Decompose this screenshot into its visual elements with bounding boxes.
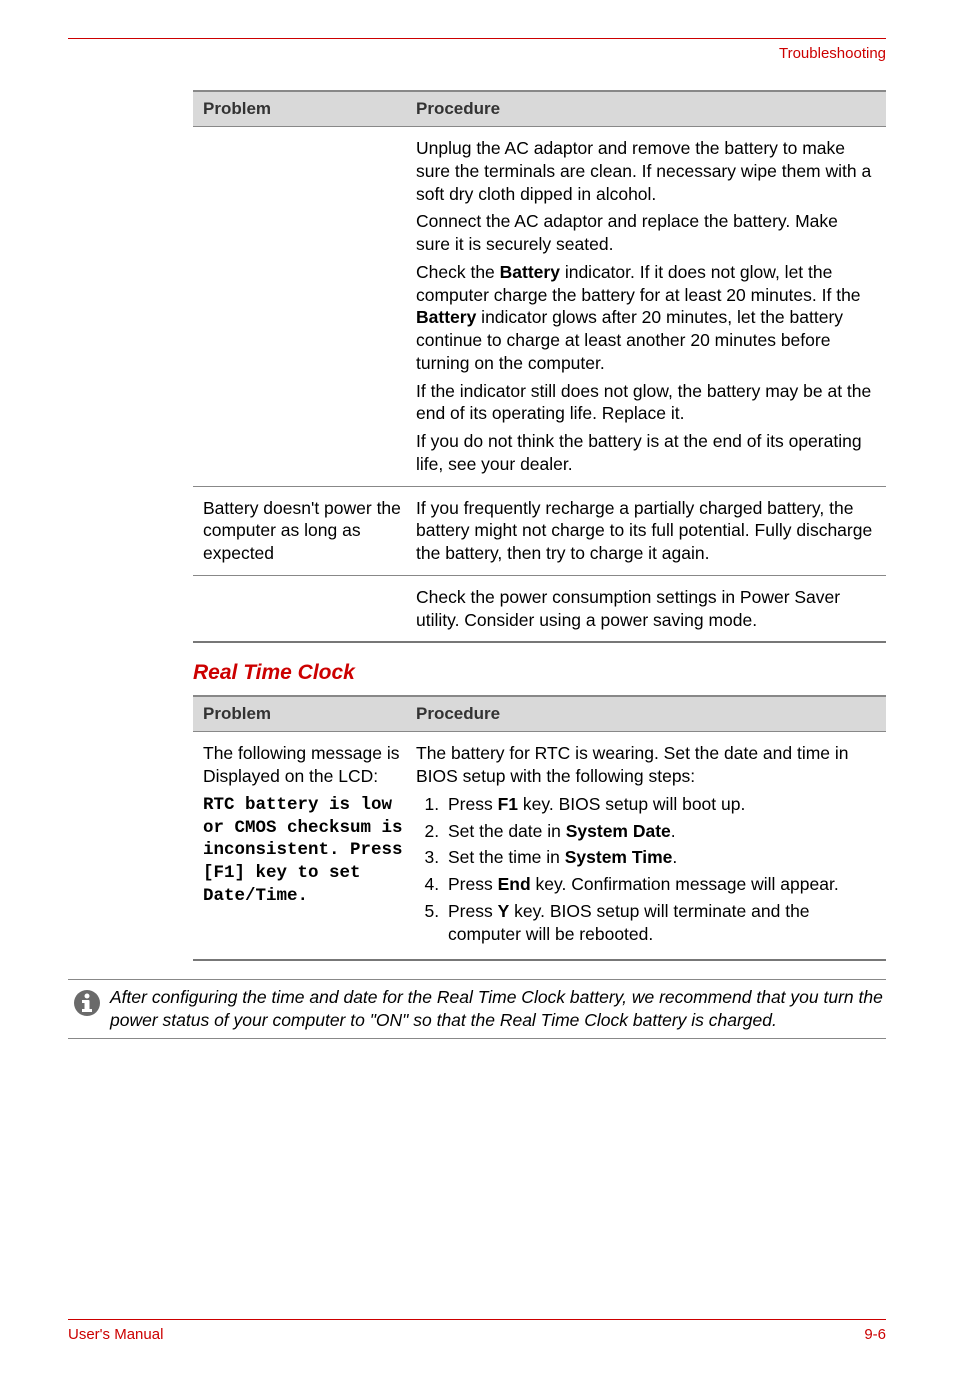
list-item: Press F1 key. BIOS setup will boot up. <box>444 793 876 816</box>
table2-th-procedure: Procedure <box>416 704 876 724</box>
list-item: Set the date in System Date. <box>444 820 876 843</box>
page-footer: User's Manual 9-6 <box>68 1319 886 1343</box>
table2-th-problem: Problem <box>203 704 416 724</box>
info-note-text: After configuring the time and date for … <box>106 986 886 1032</box>
info-icon <box>68 986 106 1032</box>
paragraph: If you do not think the battery is at th… <box>416 430 876 476</box>
footer-right: 9-6 <box>864 1326 886 1343</box>
footer-left: User's Manual <box>68 1326 163 1343</box>
section-title-rtc: Real Time Clock <box>193 661 886 685</box>
table2-problem: The following message is Displayed on th… <box>203 742 416 949</box>
table1-r1-procedure: If you frequently recharge a partially c… <box>416 497 876 565</box>
paragraph: Unplug the AC adaptor and remove the bat… <box>416 137 876 205</box>
table1-th-problem: Problem <box>203 99 416 119</box>
paragraph: If the indicator still does not glow, th… <box>416 380 876 426</box>
rtc-steps-list: Press F1 key. BIOS setup will boot up. S… <box>416 793 876 946</box>
list-item: Set the time in System Time. <box>444 846 876 869</box>
table1-r0-problem <box>203 137 416 476</box>
paragraph: Check the Battery indicator. If it does … <box>416 261 876 375</box>
table-row: The following message is Displayed on th… <box>193 732 886 961</box>
table2-procedure: The battery for RTC is wearing. Set the … <box>416 742 876 949</box>
table-row: Unplug the AC adaptor and remove the bat… <box>193 127 886 487</box>
table1-r2-problem <box>203 586 416 632</box>
table1-r0-procedure: Unplug the AC adaptor and remove the bat… <box>416 137 876 476</box>
rtc-message-mono: RTC battery is low or CMOS checksum is i… <box>203 794 416 908</box>
table-row: Check the power consumption settings in … <box>193 576 886 644</box>
paragraph: The battery for RTC is wearing. Set the … <box>416 742 876 788</box>
table2-header: Problem Procedure <box>193 695 886 732</box>
table1-header: Problem Procedure <box>193 90 886 127</box>
list-item: Press End key. Confirmation message will… <box>444 873 876 896</box>
paragraph: The following message is Displayed on th… <box>203 742 416 788</box>
paragraph: Connect the AC adaptor and replace the b… <box>416 210 876 256</box>
table1-r2-procedure: Check the power consumption settings in … <box>416 586 876 632</box>
table1-th-procedure: Procedure <box>416 99 876 119</box>
table1-r1-problem: Battery doesn't power the computer as lo… <box>203 497 416 565</box>
table-row: Battery doesn't power the computer as lo… <box>193 487 886 576</box>
header-section-name: Troubleshooting <box>68 39 886 62</box>
list-item: Press Y key. BIOS setup will terminate a… <box>444 900 876 946</box>
info-note: After configuring the time and date for … <box>68 979 886 1039</box>
